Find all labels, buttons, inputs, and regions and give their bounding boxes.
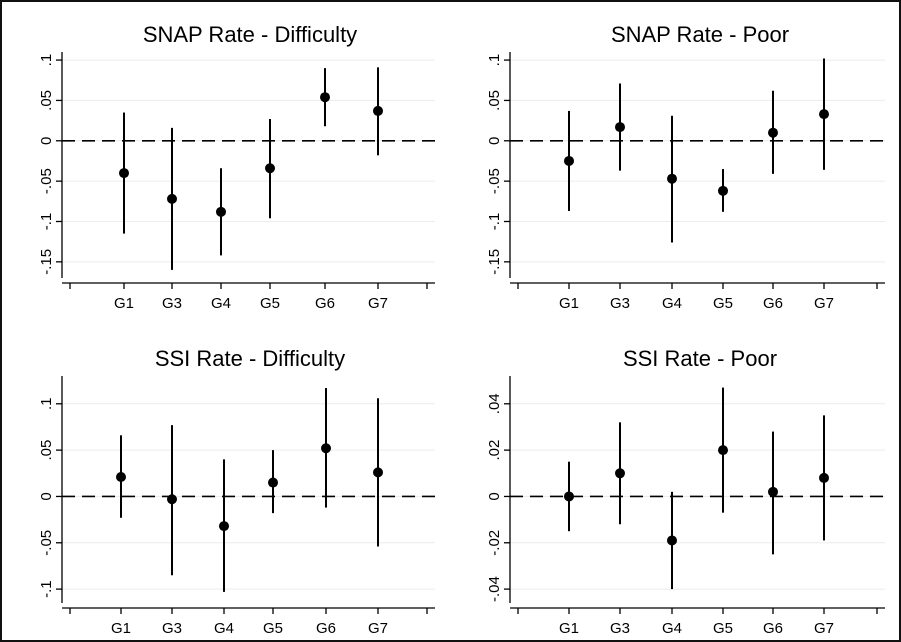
y-tick-label: 0 (38, 137, 55, 145)
y-tick-label: -.1 (486, 213, 503, 231)
x-tick-label: G7 (368, 295, 388, 312)
y-tick-label: -.05 (486, 168, 503, 194)
x-tick-label: G4 (662, 620, 682, 637)
y-tick-label: 0 (486, 492, 503, 500)
y-tick-label: -.1 (38, 213, 55, 231)
panel-snap-difficulty: SNAP Rate - Difficulty .1 .05 0 -.05 -.1 -.15… (38, 22, 435, 312)
panel-title: SNAP Rate - Poor (611, 22, 789, 47)
plot-area: .1 .05 0 -.05 -.1 -.15 G1 G3 G4 G5 G6 G7 (38, 52, 435, 312)
x-tick-label: G1 (111, 620, 131, 637)
point-estimate (819, 109, 829, 120)
x-tick-label: G5 (260, 295, 280, 312)
y-tick-label: -.05 (38, 168, 55, 194)
plot-area: .1 .05 0 -.05 -.1 -.15 G1 G3 G4 G5 G6 G7 (486, 52, 885, 312)
y-tick-label: .1 (38, 54, 55, 67)
x-tick-label: G1 (559, 295, 579, 312)
x-tick-label: G7 (814, 295, 834, 312)
panel-title: SSI Rate - Difficulty (155, 346, 345, 371)
y-tick-label: -.02 (486, 530, 503, 556)
y-tick-label: .05 (38, 440, 55, 461)
x-tick-label: G4 (211, 295, 231, 312)
y-tick-label: 0 (486, 137, 503, 145)
x-tick-label: G5 (263, 620, 283, 637)
point-estimate (768, 486, 778, 497)
point-estimate (768, 127, 778, 138)
x-tick-label: G1 (114, 295, 134, 312)
point-estimate (167, 494, 177, 505)
y-tick-label: -.05 (38, 530, 55, 556)
x-tick-label: G6 (315, 295, 335, 312)
x-tick-label: G4 (662, 295, 682, 312)
y-tick-label: .1 (38, 398, 55, 411)
panel-ssi-poor: SSI Rate - Poor .04 .02 0 -.02 -.04 G1 G3 G4 G5 G… (486, 346, 885, 637)
point-estimate (373, 467, 383, 478)
x-tick-label: G6 (763, 620, 783, 637)
x-tick-label: G5 (713, 295, 733, 312)
y-tick-label: .1 (486, 54, 503, 67)
y-tick-label: .04 (486, 393, 503, 414)
point-estimate (564, 491, 574, 502)
y-tick-label: .05 (38, 90, 55, 111)
point-estimate (667, 535, 677, 546)
y-tick-label: -.15 (486, 249, 503, 275)
x-tick-label: G3 (610, 295, 630, 312)
y-tick-label: 0 (38, 492, 55, 500)
x-tick-label: G3 (610, 620, 630, 637)
panel-ssi-difficulty: SSI Rate - Difficulty .1 .05 0 -.05 -.1 G1 G3 G… (38, 346, 435, 637)
point-estimate (667, 173, 677, 184)
panel-title: SNAP Rate - Difficulty (143, 22, 357, 47)
point-estimate (219, 521, 229, 532)
x-tick-label: G3 (162, 620, 182, 637)
point-estimate (615, 122, 625, 133)
y-tick-label: -.04 (486, 576, 503, 602)
x-tick-label: G6 (763, 295, 783, 312)
point-estimate (320, 92, 330, 103)
x-tick-label: G6 (316, 620, 336, 637)
x-tick-label: G5 (713, 620, 733, 637)
y-tick-label: .02 (486, 440, 503, 461)
point-estimate (321, 443, 331, 454)
point-estimate (615, 468, 625, 479)
x-tick-label: G1 (559, 620, 579, 637)
point-estimate (718, 445, 728, 456)
plot-area: .1 .05 0 -.05 -.1 G1 G3 G4 G5 G6 G7 (38, 376, 435, 637)
point-estimate (268, 477, 278, 488)
x-tick-label: G4 (214, 620, 234, 637)
x-tick-label: G7 (814, 620, 834, 637)
point-estimate (167, 193, 177, 204)
point-estimate (718, 185, 728, 196)
panel-snap-poor: SNAP Rate - Poor .1 .05 0 -.05 -.1 -.15 G1 G3 G4… (486, 22, 885, 312)
point-estimate (119, 168, 129, 179)
point-estimate (373, 105, 383, 116)
point-estimate (116, 471, 126, 482)
point-estimate (216, 206, 226, 217)
y-tick-label: -.1 (38, 580, 55, 598)
y-tick-label: -.15 (38, 249, 55, 275)
y-tick-label: .05 (486, 90, 503, 111)
point-estimate (564, 155, 574, 166)
panel-title: SSI Rate - Poor (623, 346, 777, 371)
x-tick-label: G3 (162, 295, 182, 312)
plot-area: .04 .02 0 -.02 -.04 G1 G3 G4 G5 G6 G7 (486, 376, 885, 637)
point-estimate (265, 163, 275, 174)
x-tick-label: G7 (368, 620, 388, 637)
point-estimate (819, 472, 829, 483)
